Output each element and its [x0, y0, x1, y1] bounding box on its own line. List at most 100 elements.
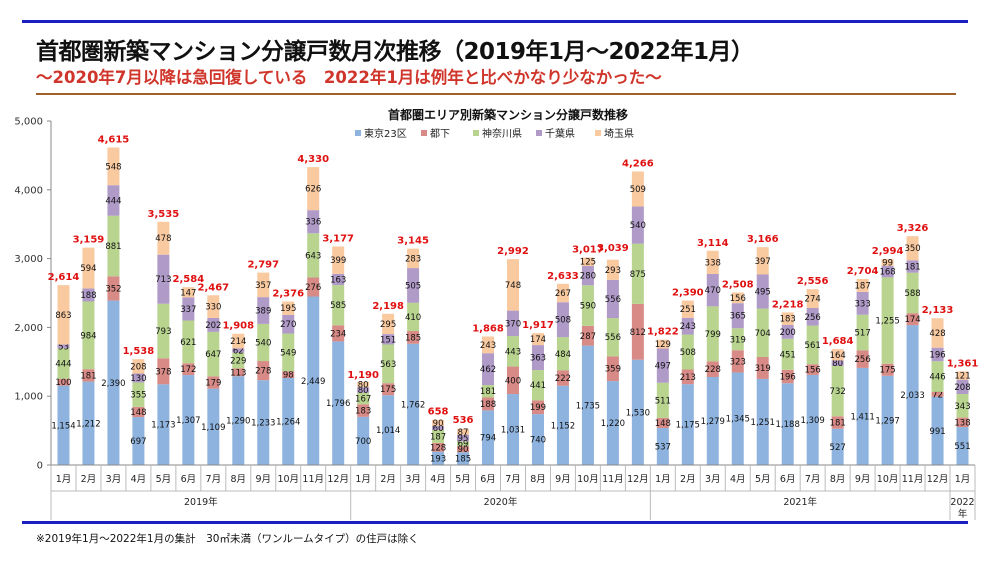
segment-value-label: 497 [655, 362, 671, 372]
bar-segment-chiba [82, 288, 95, 302]
segment-value-label: 1,251 [751, 418, 775, 428]
segment-value-label: 551 [954, 442, 970, 452]
segment-value-label: 80 [358, 381, 369, 391]
segment-value-label: 441 [530, 381, 546, 391]
segment-value-label: 863 [55, 311, 71, 321]
segment-value-label: 1,309 [801, 416, 825, 426]
bar-segment-kanagawa [257, 323, 270, 362]
bar-segment-chiba [207, 317, 220, 332]
segment-value-label: 697 [130, 437, 146, 447]
segment-value-label: 1,173 [151, 421, 175, 431]
chart-title: 首都圏エリア別新築マンション分譲戸数推移 [388, 107, 628, 122]
x-tick-label: 9月 [855, 474, 871, 485]
y-tick-label: 0 [37, 461, 43, 472]
segment-value-label: 1,530 [626, 408, 650, 418]
total-value-label: 2,704 [847, 266, 879, 277]
segment-value-label: 179 [205, 379, 221, 389]
segment-value-label: 167 [355, 395, 371, 405]
bar-segment-tokyo23 [956, 427, 969, 465]
x-tick-label: 2月 [680, 474, 696, 485]
bar-segment-chiba [107, 185, 120, 216]
bar-segment-kanagawa [756, 308, 769, 357]
segment-value-label: 343 [954, 402, 970, 412]
total-value-label: 2,994 [872, 246, 904, 257]
bar-segment-chiba [507, 310, 519, 337]
bar-segment-tokyo23 [831, 428, 844, 465]
y-tick-label: 3,000 [14, 254, 43, 265]
segment-value-label: 1,154 [51, 421, 75, 431]
bar-segment-toka [731, 350, 744, 373]
segment-value-label: 540 [630, 221, 646, 231]
bar-segment-saitama [906, 236, 919, 261]
bar-stack-11: 2,449 276 643 336 626 4,330 [297, 154, 329, 465]
bar-stack-25: 537 148 511 497 129 1,822 [647, 327, 679, 465]
total-value-label: 1,917 [522, 320, 554, 331]
segment-value-label: 72 [932, 390, 943, 400]
segment-value-label: 1,014 [376, 426, 400, 436]
total-value-label: 2,133 [922, 305, 954, 316]
segment-value-label: 208 [130, 362, 146, 372]
segment-value-label: 181 [80, 371, 96, 381]
legend-label-chiba: 千葉県 [545, 127, 575, 140]
x-tick-label: 2月 [81, 474, 97, 485]
x-axis: 1月 2月 3月 4月 5月 6月 7月 8月 9月 10月 11月 12月 1月 2月 3月 4月 5月 6月 7… [50, 464, 976, 520]
legend-swatch-tokyo23 [355, 130, 361, 136]
bar-segment-kanagawa [507, 336, 519, 367]
bar-segment-tokyo23 [107, 300, 120, 465]
bar-segment-toka [257, 361, 270, 381]
segment-value-label: 183 [355, 407, 371, 417]
segment-value-label: 172 [180, 365, 196, 375]
segment-value-label: 443 [505, 347, 521, 357]
segment-value-label: 95 [458, 434, 469, 444]
segment-value-label: 185 [455, 455, 471, 465]
bar-stack-7: 1,109 179 647 202 330 2,467 [198, 282, 229, 465]
bar-stack-33: 1,411 256 517 333 187 2,704 [847, 266, 879, 465]
bar-segment-toka [556, 370, 569, 386]
segment-value-label: 508 [555, 316, 571, 326]
segment-value-label: 588 [904, 289, 920, 299]
bar-segment-tokyo23 [706, 377, 719, 465]
bar-segment-tokyo23 [731, 372, 744, 465]
segment-value-label: 53 [58, 342, 69, 352]
bar-segment-tokyo23 [457, 452, 470, 465]
segment-value-label: 267 [555, 289, 571, 299]
bar-stack-2: 1,212 181 984 188 594 3,159 [73, 235, 104, 465]
bar-segment-saitama [57, 285, 70, 345]
bar-segment-toka [107, 276, 120, 301]
bar-segment-toka [407, 331, 420, 344]
segment-value-label: 1,109 [201, 423, 225, 433]
bar-segment-tokyo23 [656, 428, 669, 465]
bar-segment-toka [432, 442, 445, 452]
bar-segment-toka [157, 358, 170, 385]
segment-value-label: 1,762 [401, 400, 425, 410]
bar-segment-toka [856, 350, 869, 368]
bar-segment-saitama [731, 292, 744, 304]
total-value-label: 1,908 [222, 321, 254, 332]
bar-segment-kanagawa [357, 392, 370, 405]
segment-value-label: 214 [230, 337, 246, 347]
segment-value-label: 365 [730, 312, 746, 322]
bar-segment-chiba [881, 265, 894, 278]
legend-swatch-saitama [595, 130, 601, 136]
segment-value-label: 350 [904, 244, 920, 254]
bar-segment-tokyo23 [357, 416, 370, 465]
x-tick-label: 5月 [755, 474, 771, 485]
bar-stack-26: 1,175 213 508 243 251 2,390 [672, 288, 704, 465]
bar-segment-kanagawa [207, 331, 220, 377]
bar-stack-31: 1,309 156 561 256 274 2,556 [797, 276, 829, 465]
total-value-label: 1,361 [947, 358, 979, 369]
bar-segment-tokyo23 [482, 410, 495, 465]
segment-value-label: 196 [780, 373, 796, 383]
bar-segment-saitama [157, 221, 170, 255]
bar-segment-tokyo23 [232, 376, 245, 465]
segment-value-label: 183 [780, 315, 796, 325]
bar-stack-24: 1,530 812 875 540 509 4,266 [622, 158, 654, 465]
bar-segment-kanagawa [282, 333, 295, 372]
bar-stack-5: 1,173 378 793 713 478 3,535 [148, 209, 179, 465]
legend-label-tokyo23: 東京23区 [364, 127, 407, 140]
segment-value-label: 188 [480, 400, 496, 410]
segment-value-label: 799 [705, 330, 721, 340]
bar-segment-saitama [956, 371, 969, 380]
bar-segment-toka [357, 404, 370, 417]
